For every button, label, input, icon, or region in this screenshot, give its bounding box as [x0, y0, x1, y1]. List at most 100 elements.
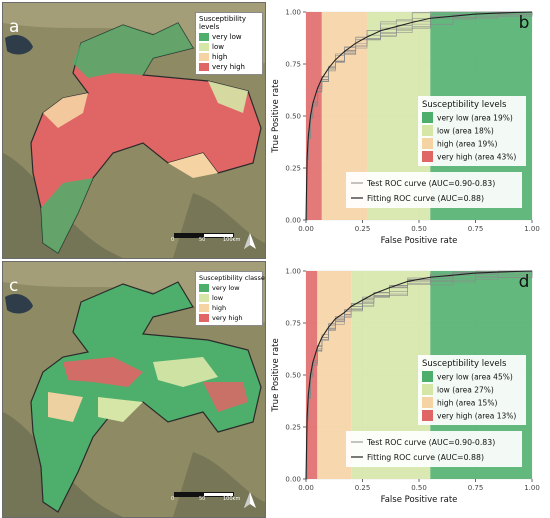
legend-item-high: high — [199, 303, 259, 313]
map-c-legend: Susceptibility classes very low low high… — [195, 271, 266, 326]
scale-label-50: 50 — [199, 237, 206, 243]
test-roc-curve — [306, 271, 533, 480]
x-axis-label: False Positive rate — [381, 495, 458, 505]
y-tick-label: 0.50 — [285, 372, 301, 380]
swatch-very-low — [199, 33, 209, 41]
legend-item-very-high: very high — [199, 62, 259, 72]
region-low-south — [98, 397, 143, 422]
imagery-terrain-dark-2 — [173, 452, 265, 517]
x-tick-label: 0.25 — [355, 484, 371, 492]
legend-swatch-very-high — [422, 410, 433, 421]
y-tick-label: 0.75 — [285, 61, 301, 69]
region-very-low-north — [73, 23, 193, 78]
legend-title: Susceptibility classes — [199, 274, 266, 282]
legend-swatch-low — [422, 384, 433, 395]
scale-bar-line — [174, 492, 234, 497]
swatch-high — [199, 304, 209, 312]
region-very-low — [30, 281, 262, 513]
legend-item-very-high: very high — [199, 313, 259, 323]
roc-chart-d: 0.00 0.25 0.50 0.75 1.00 0.00 0.25 0.50 0.75 1.00… — [271, 268, 540, 506]
curve-legend-box — [346, 431, 522, 467]
legend-item-label: very high (area 43%) — [437, 153, 516, 162]
imagery-terrain-dark — [3, 412, 123, 517]
scale-label-0: 0 — [171, 237, 175, 243]
susceptibility-legend-box — [418, 355, 526, 425]
legend-label: low — [212, 294, 224, 302]
lake — [5, 34, 33, 55]
susceptibility-legend-title: Susceptibility levels — [422, 359, 507, 369]
legend-item-label: very high (area 13%) — [437, 412, 516, 421]
roc-panel-b: 0.00 0.25 0.50 0.75 1.00 0.00 0.25 0.50 0.75 1.00… — [268, 2, 548, 257]
north-arrow-icon — [244, 233, 256, 249]
legend-label: high — [212, 53, 228, 61]
map-c-canvas — [3, 262, 265, 517]
legend-item-label: very low (area 45%) — [437, 373, 513, 382]
swatch-high — [199, 53, 209, 61]
legend-swatch-high — [422, 397, 433, 408]
x-tick-label: 0.25 — [355, 225, 371, 233]
legend-item-label: high (area 15%) — [437, 399, 497, 408]
curve-legend-test-label: Test ROC curve (AUC=0.90-0.83) — [366, 438, 495, 447]
test-roc-curve — [306, 14, 533, 221]
test-roc-curve — [306, 271, 533, 480]
imagery-terrain-dark — [3, 153, 123, 258]
y-tick-label: 0.25 — [285, 165, 301, 173]
panel-label-d: d — [519, 272, 530, 292]
legend-label: low — [212, 43, 224, 51]
legend-item-label: high (area 19%) — [437, 140, 497, 149]
region-low-central — [153, 357, 218, 387]
legend-label: very low — [212, 284, 240, 292]
x-tick-label: 0.50 — [411, 225, 427, 233]
region-high-south — [168, 153, 218, 178]
region-high-west — [43, 93, 88, 128]
legend-swatch-low — [422, 125, 433, 136]
legend-label: very high — [212, 63, 245, 71]
fitting-roc-curve — [305, 11, 533, 221]
legend-title: Susceptibility levels — [199, 15, 246, 31]
curve-legend-fitting-label: Fitting ROC curve (AUC=0.88) — [367, 194, 484, 203]
scale-label-100km: 100km — [223, 496, 241, 502]
legend-label: high — [212, 304, 227, 312]
region-high-west — [48, 392, 83, 422]
scale-label-50: 50 — [199, 496, 206, 502]
legend-item-label: low (area 18%) — [437, 127, 494, 136]
region-low-east — [208, 81, 248, 113]
y-tick-label: 0.25 — [285, 424, 301, 432]
x-tick-label: 0.00 — [298, 484, 314, 492]
legend-item-low: low — [199, 42, 259, 52]
y-tick-label: 0.00 — [285, 217, 301, 225]
region-very-high-east — [203, 382, 248, 412]
band-very-high — [306, 12, 322, 220]
x-tick-label: 0.75 — [468, 484, 484, 492]
fitting-roc-curve — [305, 270, 533, 480]
legend-swatch-very-low — [422, 112, 433, 123]
north-arrow-icon — [244, 492, 256, 508]
map-panel-a: a Susceptibility levels very low low hig… — [2, 2, 266, 259]
panel-label-b: b — [519, 13, 530, 33]
y-tick-label: 1.00 — [285, 9, 301, 17]
susceptibility-legend-box — [418, 96, 526, 166]
y-tick-label: 0.50 — [285, 113, 301, 121]
legend-item-high: high — [199, 52, 259, 62]
swatch-low — [199, 294, 209, 302]
susceptibility-legend-title: Susceptibility levels — [422, 100, 507, 110]
scale-bar: 0 50 100km — [171, 233, 240, 243]
panel-label-c: c — [9, 276, 19, 296]
legend-swatch-very-low — [422, 371, 433, 382]
y-tick-label: 0.00 — [285, 476, 301, 484]
roc-chart-b: 0.00 0.25 0.50 0.75 1.00 0.00 0.25 0.50 0.75 1.00… — [271, 9, 540, 247]
y-axis-label: True Positive rate — [271, 79, 281, 154]
legend-item-label: very low (area 19%) — [437, 114, 513, 123]
swatch-very-high — [199, 63, 209, 71]
x-tick-label: 0.75 — [468, 225, 484, 233]
legend-label: very low — [212, 33, 242, 41]
region-very-high-central — [63, 357, 143, 387]
x-tick-label: 0.50 — [411, 484, 427, 492]
x-tick-label: 0.00 — [298, 225, 314, 233]
x-axis-label: False Positive rate — [381, 236, 458, 246]
swatch-very-high — [199, 314, 209, 322]
map-panel-c: c Susceptibility classes very low low hi… — [2, 261, 266, 518]
legend-swatch-very-high — [422, 151, 433, 162]
legend-item-label: low (area 27%) — [437, 386, 494, 395]
susceptibility-map-a — [30, 22, 262, 254]
